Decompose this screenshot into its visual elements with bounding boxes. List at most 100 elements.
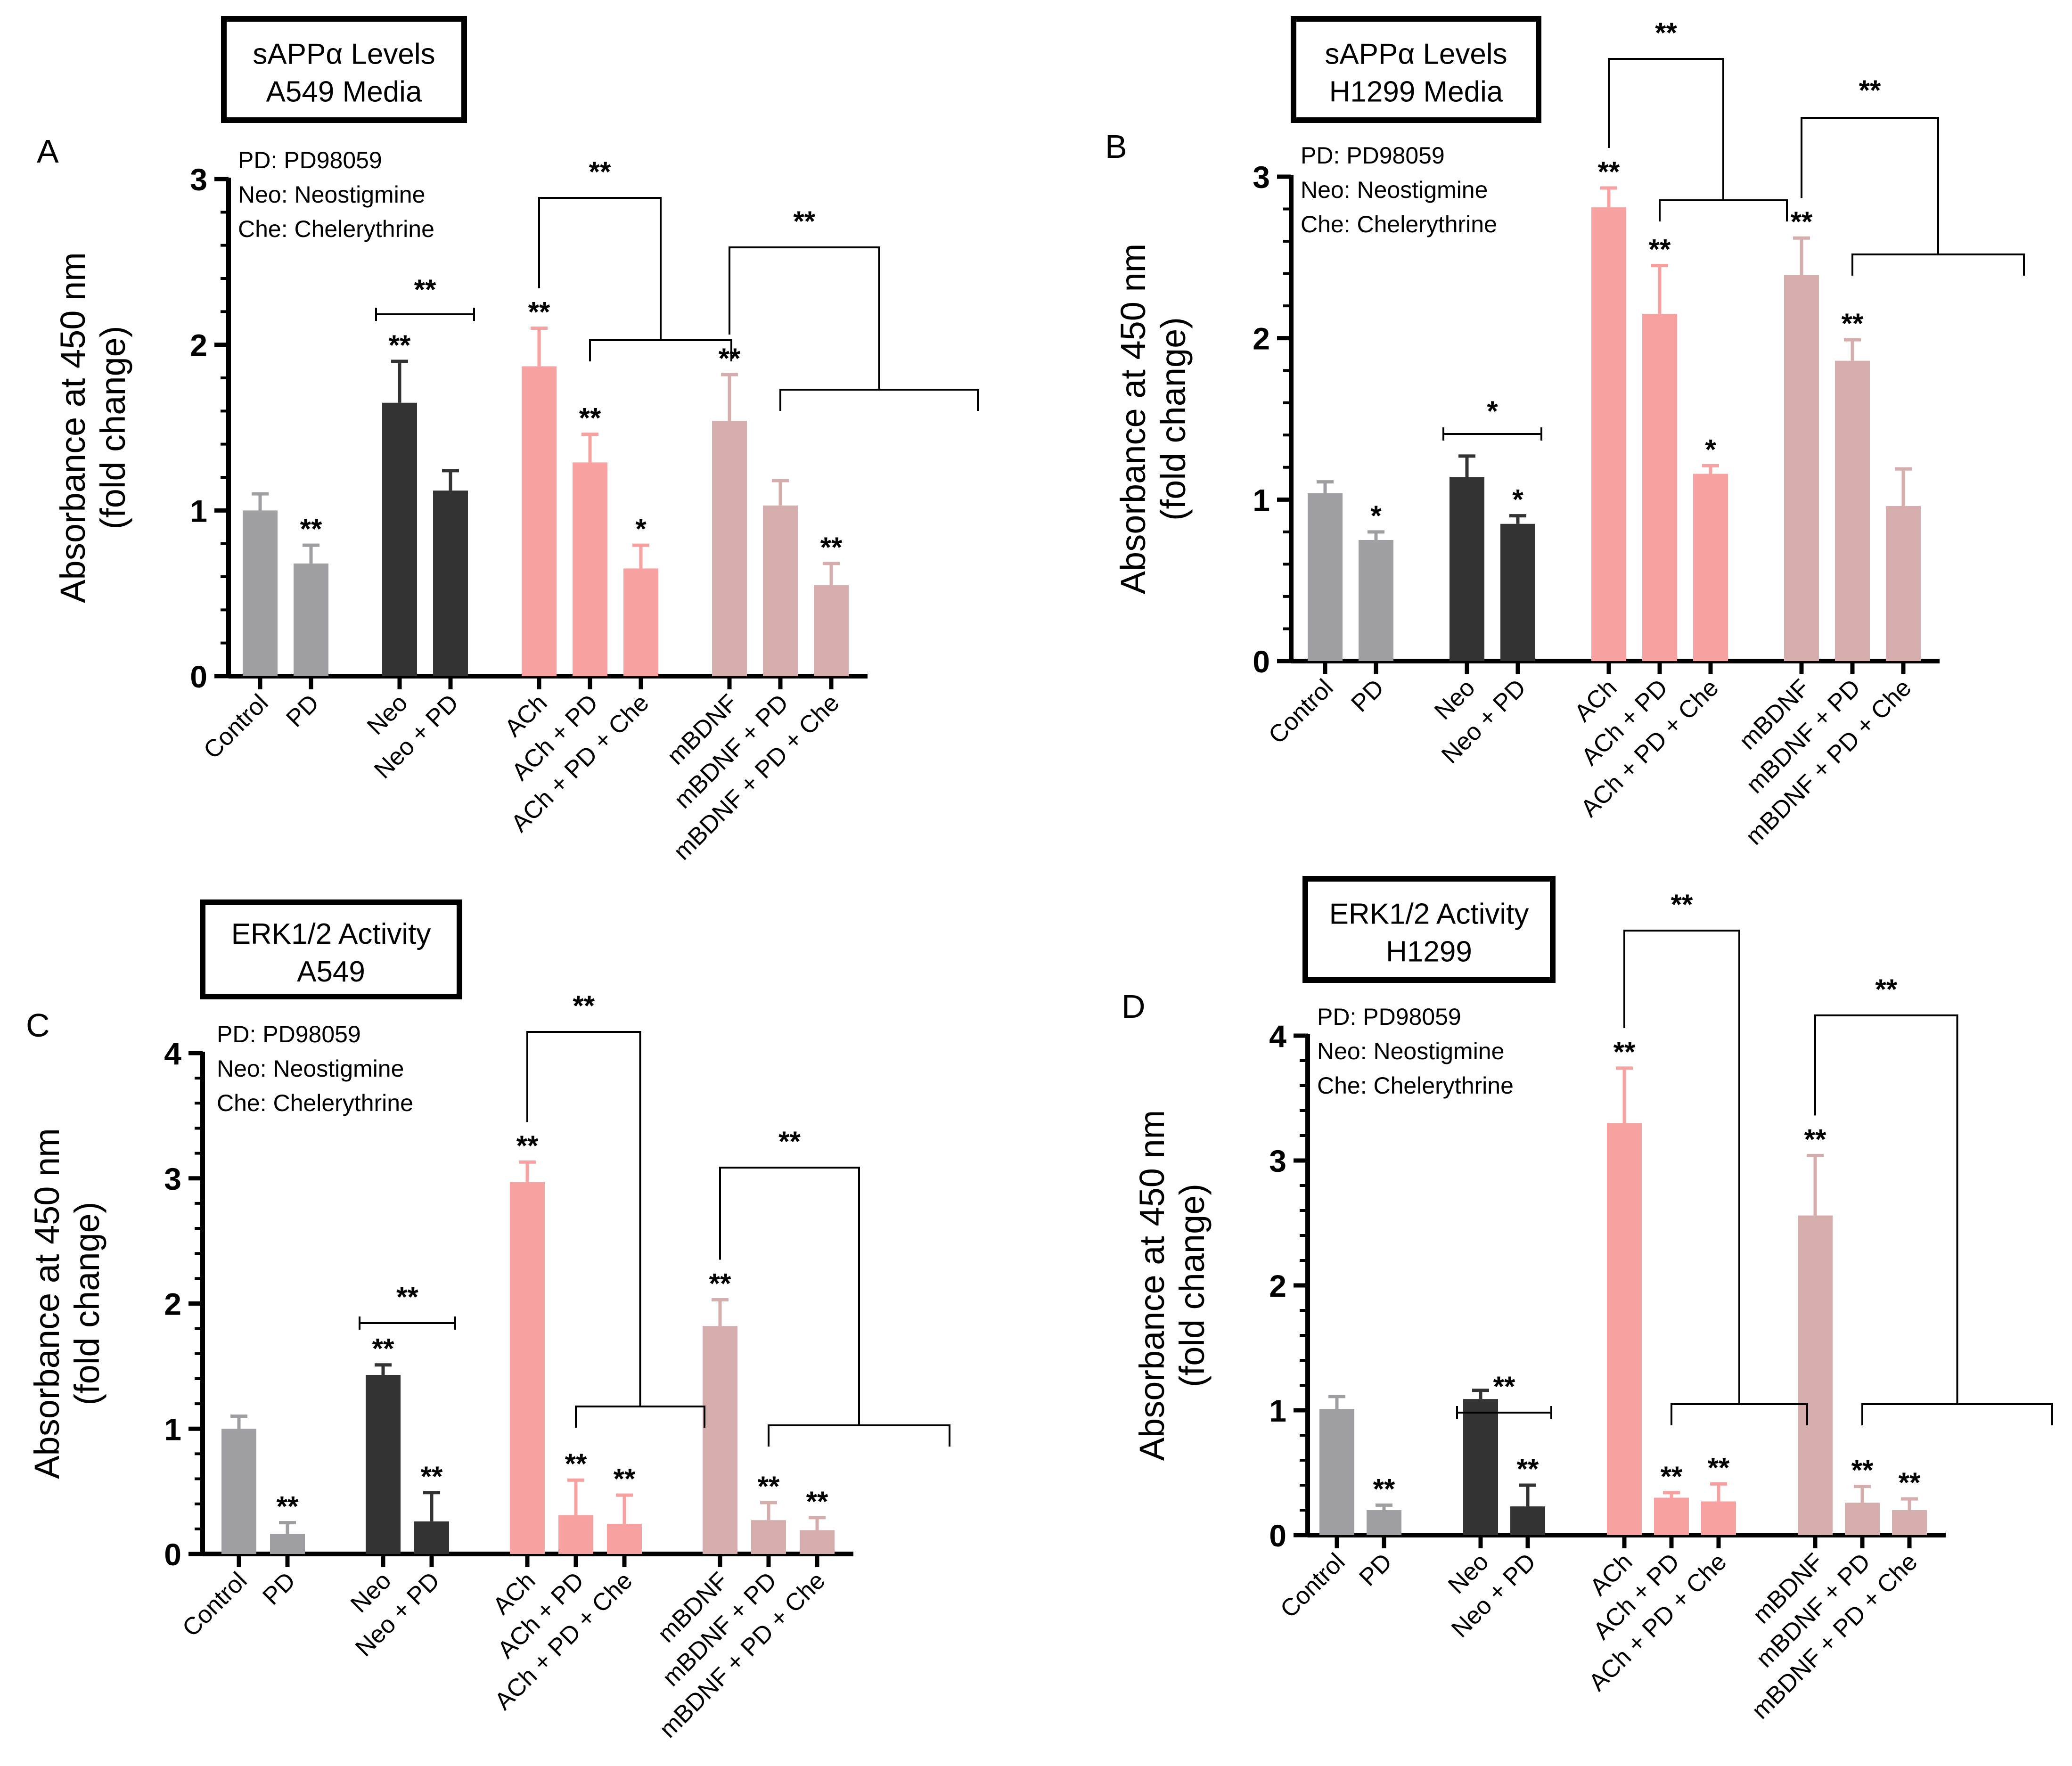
- bar-mbdnf-pd-che: [814, 585, 849, 676]
- bar-ach: [1607, 1123, 1642, 1535]
- y-tick-label: 1: [190, 493, 207, 528]
- comparison-bracket: [729, 246, 880, 390]
- significance-star: **: [1791, 206, 1813, 237]
- legend-text: Che: Chelerythrine: [1317, 1072, 1514, 1099]
- chart-title-box: [221, 16, 467, 123]
- legend-text: PD: PD98059: [217, 1021, 361, 1047]
- legend-text: PD: PD98059: [1301, 142, 1445, 169]
- significance-star: **: [421, 1461, 443, 1492]
- x-tick-label: PD: [281, 689, 324, 732]
- bar-ach: [510, 1182, 545, 1554]
- bar-neo: [382, 402, 417, 676]
- panel-letter: A: [37, 133, 59, 170]
- comparison-bracket: [719, 1167, 860, 1425]
- bar-pd: [270, 1534, 305, 1554]
- legend-text: Che: Chelerythrine: [238, 216, 434, 242]
- bar-mbdnf-pd: [1845, 1503, 1880, 1535]
- comparison-label: **: [573, 990, 595, 1022]
- x-tick-label: PD: [257, 1567, 301, 1610]
- panel-letter: C: [26, 1007, 50, 1044]
- significance-star: **: [372, 1333, 394, 1365]
- bar-mbdnf-pd-che: [800, 1530, 835, 1554]
- y-tick-label: 3: [164, 1161, 181, 1196]
- legend-text: PD: PD98059: [1317, 1004, 1461, 1030]
- bar-mbdnf-pd: [763, 505, 798, 676]
- comparison-label: **: [1859, 74, 1881, 106]
- significance-star: **: [516, 1130, 539, 1161]
- chart-title: sAPPα Levels A549 Media: [253, 38, 435, 108]
- comparison-bracket-sub: [575, 1406, 705, 1428]
- bar-ach-pd: [573, 462, 607, 676]
- bar-pd: [1359, 540, 1393, 661]
- significance-star: *: [635, 513, 647, 545]
- x-tick-label: Control: [177, 1567, 253, 1642]
- bar-neo: [1450, 477, 1484, 661]
- significance-star: **: [719, 343, 741, 374]
- significance-star: **: [1613, 1036, 1636, 1068]
- comparison-label: **: [1493, 1371, 1515, 1402]
- significance-star: **: [389, 329, 411, 361]
- significance-star: **: [1517, 1453, 1539, 1485]
- bar-pd: [1367, 1510, 1401, 1535]
- y-axis-label: Absorbance at 450 nm(fold change): [1114, 244, 1193, 595]
- x-tick-label: Control: [198, 689, 274, 764]
- bar-control: [243, 510, 278, 676]
- y-tick-label: 3: [190, 162, 207, 197]
- y-tick-label: 0: [190, 659, 207, 694]
- bar-neo: [1463, 1399, 1498, 1535]
- comparison-bracket-sub: [1671, 1403, 1808, 1425]
- comparison-bracket-sub: [1659, 199, 1788, 221]
- legend-text: Neo: Neostigmine: [1317, 1038, 1504, 1064]
- comparison-label: **: [1875, 973, 1897, 1005]
- bar-mbdnf: [712, 421, 747, 676]
- y-axis-label: Absorbance at 450 nm(fold change): [1132, 1110, 1212, 1461]
- significance-star: *: [1705, 433, 1716, 465]
- comparison-bracket: [526, 1031, 641, 1406]
- significance-star: **: [1804, 1123, 1826, 1155]
- chart-title-box: [200, 899, 462, 999]
- bar-ach: [1591, 207, 1626, 661]
- bar-ach-pd: [558, 1515, 593, 1554]
- comparison-bracket-sub: [589, 339, 732, 361]
- bar-ach-pd: [1642, 314, 1677, 661]
- panel-letter: D: [1122, 988, 1146, 1025]
- bar-mbdnf-pd-che: [1886, 506, 1921, 661]
- bar-neo: [366, 1374, 401, 1554]
- legend-text: Neo: Neostigmine: [1301, 177, 1488, 203]
- significance-star: **: [1842, 308, 1864, 339]
- y-tick-label: 2: [1269, 1268, 1286, 1303]
- comparison-bracket-sub: [779, 389, 979, 411]
- significance-star: **: [1708, 1452, 1730, 1483]
- legend-text: Che: Chelerythrine: [217, 1090, 413, 1116]
- chart-title-box: [1302, 876, 1556, 983]
- significance-star: **: [579, 402, 601, 434]
- comparison-bracket-sub: [768, 1424, 950, 1447]
- significance-star: **: [565, 1448, 587, 1480]
- bar-neo-pd: [433, 491, 468, 676]
- significance-star: **: [1649, 233, 1671, 265]
- y-tick-label: 3: [1253, 160, 1270, 195]
- comparison-label: **: [396, 1281, 418, 1313]
- bar-ach: [522, 366, 557, 676]
- comparison-bracket: [1608, 58, 1724, 200]
- bar-ach-pd-che: [1701, 1501, 1736, 1535]
- y-axis-label: Absorbance at 450 nm(fold change): [53, 252, 132, 603]
- x-tick-label: Control: [1275, 1548, 1351, 1623]
- bar-neo-pd: [1510, 1506, 1545, 1535]
- chart-title: ERK1/2 Activity H1299: [1329, 898, 1529, 968]
- bar-ach-pd-che: [1693, 474, 1728, 661]
- bar-pd: [294, 563, 328, 676]
- y-tick-label: 2: [164, 1287, 181, 1322]
- y-tick-label: 0: [164, 1537, 181, 1572]
- comparison-bracket: [538, 197, 662, 340]
- comparison-label: **: [414, 274, 436, 305]
- chart-title: sAPPα Levels H1299 Media: [1325, 38, 1507, 108]
- x-tick-label: PD: [1354, 1548, 1397, 1591]
- comparison-bracket-sub: [1851, 253, 2025, 276]
- comparison-label: **: [1655, 17, 1677, 49]
- significance-star: **: [1373, 1473, 1395, 1504]
- significance-star: **: [758, 1471, 780, 1502]
- x-tick-label: PD: [1346, 674, 1389, 717]
- bar-mbdnf-pd: [1835, 360, 1870, 661]
